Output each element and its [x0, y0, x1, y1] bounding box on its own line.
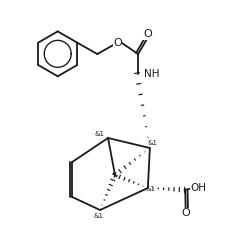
Text: OH: OH: [190, 183, 206, 193]
Text: &1: &1: [145, 186, 155, 192]
Text: O: O: [113, 38, 121, 48]
Text: O: O: [180, 208, 189, 218]
Text: O: O: [143, 29, 151, 39]
Text: NH: NH: [144, 69, 159, 79]
Text: &1: &1: [93, 213, 104, 219]
Text: &1: &1: [147, 140, 157, 146]
Text: &1: &1: [94, 131, 104, 137]
